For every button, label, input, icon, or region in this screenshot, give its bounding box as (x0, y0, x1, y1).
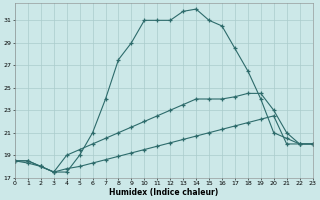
X-axis label: Humidex (Indice chaleur): Humidex (Indice chaleur) (109, 188, 218, 197)
